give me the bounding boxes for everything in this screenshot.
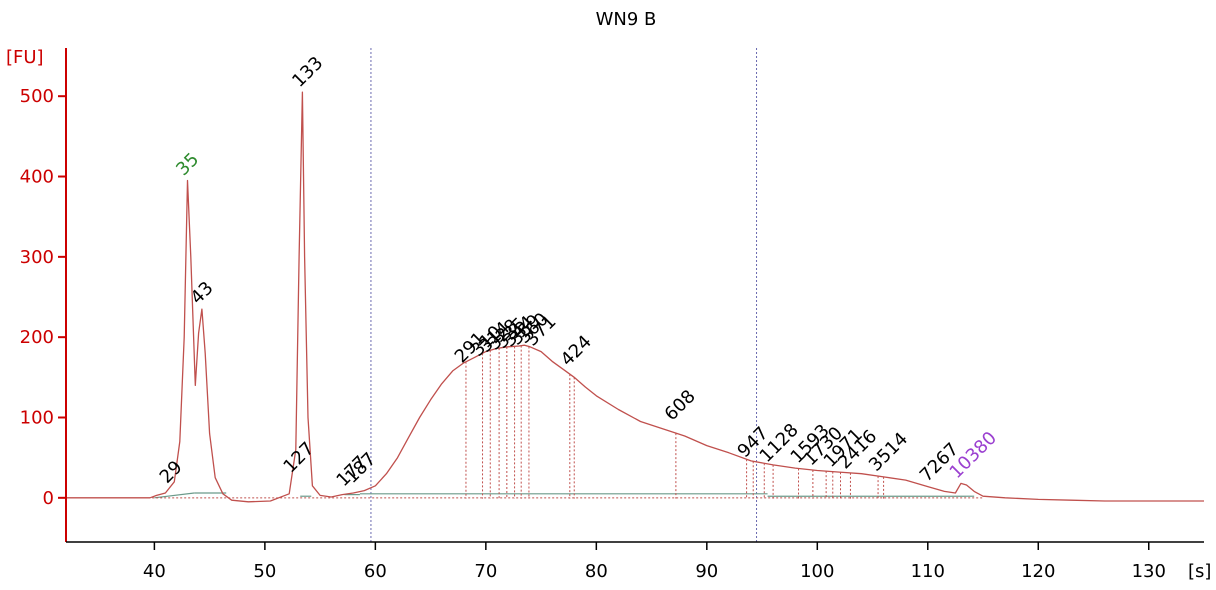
- peak-label: 133: [288, 53, 327, 92]
- x-tick-label: 70: [474, 561, 497, 582]
- y-tick-label: 200: [20, 327, 54, 348]
- x-tick-label: 50: [253, 561, 276, 582]
- x-tick-label: 90: [695, 561, 718, 582]
- peak-label: 608: [661, 386, 700, 425]
- y-axis-label: [FU]: [6, 47, 44, 68]
- trace-line: [66, 91, 1204, 503]
- region-markers: [370, 48, 758, 542]
- axes: 0 100 200 300 400 500 40 50 60 70 80 90 100 110 120 130: [20, 48, 1204, 582]
- chart-title: WN9 B: [596, 9, 657, 30]
- y-tick-label: 500: [20, 86, 54, 107]
- y-tick-label: 300: [20, 247, 54, 268]
- x-axis-label: [s]: [1188, 561, 1211, 582]
- peak-label: 127: [279, 438, 318, 477]
- x-tick-label: 40: [143, 561, 166, 582]
- x-tick-label: 60: [364, 561, 387, 582]
- baseline-segment: [154, 492, 195, 499]
- peak-droplines: [465, 345, 885, 499]
- peak-label: 35: [172, 149, 203, 180]
- y-tick-label: 0: [43, 488, 54, 509]
- x-tick-label: 100: [800, 561, 834, 582]
- x-tick-label: 130: [1132, 561, 1166, 582]
- peak-label: 424: [557, 331, 596, 370]
- y-tick-label: 400: [20, 167, 54, 188]
- x-tick-label: 120: [1021, 561, 1055, 582]
- baseline-segments: [152, 492, 984, 499]
- y-tick-label: 100: [20, 407, 54, 428]
- x-tick-label: 110: [911, 561, 945, 582]
- x-tick-label: 80: [585, 561, 608, 582]
- trace: [66, 91, 1204, 503]
- peak-label: 29: [156, 457, 187, 488]
